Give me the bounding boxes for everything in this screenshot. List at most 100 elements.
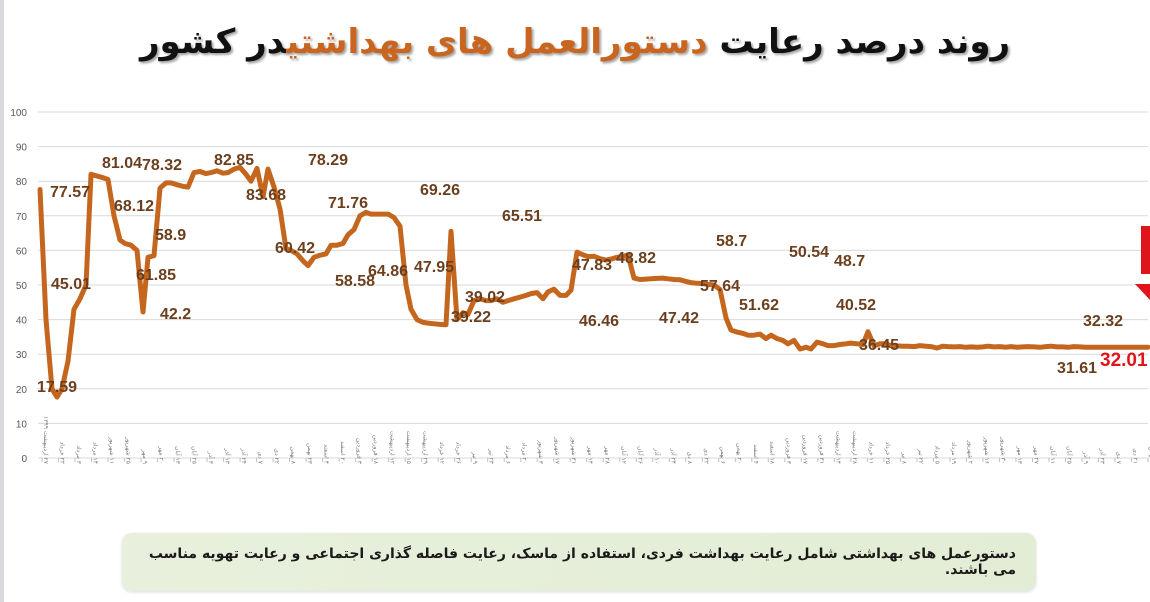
x-tick-label: ۱۱ آبان <box>1049 446 1058 464</box>
data-label: 64.86 <box>368 263 408 280</box>
x-tick-label: ۴ اسفند <box>752 444 759 464</box>
x-tick-label: ۳ فروردین <box>356 438 363 465</box>
x-tick-label: ۲۶ آبان <box>636 446 645 464</box>
x-tick-label: ۲۳ بهمن <box>306 443 313 465</box>
x-tick-label: ۲۱ دی <box>1131 448 1138 464</box>
x-tick-label: ۳ مرداد <box>75 445 82 464</box>
x-tick-label: ۸ تیر <box>900 451 907 465</box>
data-label: 58.7 <box>716 233 747 250</box>
y-axis-ticks: 0 10 20 30 40 50 60 70 80 90 100 <box>10 108 27 465</box>
x-axis-ticks: ۲۷ اردیبهشت ۱۳۹۹ ۲۲ خرداد ۳ مرداد ۱۴ مرداد ۱… <box>41 416 1150 465</box>
y-tick-label: 60 <box>16 246 28 257</box>
left-edge-divider <box>0 0 4 602</box>
x-tick-label: ۱۵ اردیبهشت <box>405 431 412 464</box>
x-tick-label: ۲۴ آذر <box>240 447 249 464</box>
data-label: 31.61 <box>1057 360 1097 377</box>
x-tick-label: ۸ دی <box>686 451 693 464</box>
title-part-1: روند درصد رعایت <box>707 22 1011 62</box>
data-label: 58.9 <box>155 227 186 244</box>
data-label: 48.7 <box>834 253 865 270</box>
x-tick-label: ۱۹ مرداد <box>950 442 957 464</box>
x-tick-label: ۱۷ شهریور <box>554 436 561 465</box>
data-label: 48.82 <box>616 250 656 267</box>
data-label: 47.42 <box>659 310 699 327</box>
x-tick-label: ۲۷ مهر <box>1032 445 1039 464</box>
x-tick-label: ۲۸ مهر <box>603 445 610 464</box>
data-label: 58.58 <box>335 273 375 290</box>
x-tick-label: ۴ اسفند <box>323 444 330 464</box>
data-label: 68.12 <box>114 198 154 215</box>
data-label: 61.85 <box>136 267 176 284</box>
data-label: 81.04 <box>102 155 142 172</box>
x-tick-label: ۳ شهریور <box>537 439 544 465</box>
x-tick-label: ۶ مرداد <box>504 445 511 464</box>
data-label: 65.51 <box>502 208 542 225</box>
footnote-text: دستورعمل های بهداشتی شامل رعایت بهداشت ف… <box>148 546 1016 578</box>
x-tick-label: ۲۵ خرداد <box>884 442 891 464</box>
y-tick-label: 40 <box>16 316 28 327</box>
x-tick-label: ۳۱ فروردین <box>818 435 825 464</box>
x-tick-label: ۶ بهمن <box>719 446 726 464</box>
x-tick-label: ۱۸ اسفند <box>768 441 775 465</box>
x-tick-label: ۲۲ دی <box>702 448 709 464</box>
x-tick-label: ۲ شهریور <box>966 439 973 464</box>
y-tick-label: 100 <box>10 108 27 119</box>
data-label: 57.64 <box>700 278 740 295</box>
x-tick-label: ۹ تیر <box>471 451 478 464</box>
x-tick-label: ۱۴ مرداد <box>92 442 99 464</box>
x-tick-label: ۱۴ اردیبهشت <box>834 431 841 464</box>
data-label: 82.85 <box>214 152 254 169</box>
footnote-box: دستورعمل های بهداشتی شامل رعایت بهداشت ف… <box>122 533 1036 591</box>
data-label: 45.01 <box>51 276 91 293</box>
x-tick-label: ۸ بهمن <box>290 446 297 464</box>
compliance-trend-line <box>37 164 1150 400</box>
chart-title: روند درصد رعایت دستورالعمل های بهداشتیدر… <box>0 14 1150 70</box>
x-tick-label: ۱۶ شهریور <box>983 436 990 464</box>
data-label: 46.46 <box>579 313 619 330</box>
data-label: 50.54 <box>789 244 829 261</box>
chart-gridlines <box>38 111 1148 459</box>
x-tick-label: ۱۲ اردیبهشت <box>389 431 396 464</box>
x-tick-label: ۱۸ فروردین <box>372 435 379 465</box>
trend-down-arrow-icon <box>1135 226 1150 300</box>
y-tick-label: 10 <box>16 419 28 430</box>
data-label: 51.62 <box>739 297 779 314</box>
y-tick-label: 90 <box>16 143 28 154</box>
x-tick-label: ۲۵ آبان <box>191 446 200 464</box>
x-tick-label: ۱۲ خرداد <box>438 442 445 464</box>
x-tick-label: ۲۹ اردیبهشت <box>422 431 429 464</box>
x-tick-label: ۳ فروردین <box>785 438 792 465</box>
x-tick-label: ۳۰ شهریور <box>999 436 1006 464</box>
data-label: 47.83 <box>572 257 612 274</box>
data-label: 17.59 <box>37 379 77 396</box>
x-tick-label: ۱۲ آبان <box>620 446 629 464</box>
data-label: 32.32 <box>1083 313 1123 330</box>
x-tick-label: ۲۷ اردیبهشت ۱۳۹۹ <box>42 416 49 465</box>
x-tick-label: ۵ بهمن <box>1148 446 1150 464</box>
x-tick-label: ۲۰ اسفند <box>339 441 346 464</box>
x-tick-label: ۱۷ فروردین <box>801 435 808 465</box>
x-tick-label: ۳ آذر <box>207 451 216 465</box>
x-tick-label: ۲۵ شهریور <box>125 436 132 464</box>
data-label: 40.52 <box>836 297 876 314</box>
x-tick-label: ۲۸ اردیبهشت <box>851 431 858 465</box>
x-tick-label: ۷ دی <box>1115 451 1122 464</box>
y-tick-label: 70 <box>16 212 28 223</box>
data-label: 69.26 <box>420 182 460 199</box>
x-tick-label: ۷ دی <box>257 451 264 464</box>
data-label: 83.68 <box>246 187 286 204</box>
data-label: 78.32 <box>142 157 182 174</box>
latest-value-label: 32.01 <box>1100 350 1148 371</box>
data-label: 36.45 <box>859 337 899 354</box>
data-label: 78.29 <box>308 152 348 169</box>
y-tick-label: 20 <box>16 385 28 396</box>
x-tick-label: ۱۳ مهر <box>1016 445 1023 464</box>
data-label: 77.57 <box>50 184 90 201</box>
y-tick-label: 80 <box>16 177 28 188</box>
data-label: 42.2 <box>160 306 191 323</box>
y-tick-label: 50 <box>16 281 28 292</box>
x-tick-label: ۲۳ تیر <box>488 448 495 465</box>
data-label: 47.95 <box>414 259 454 276</box>
